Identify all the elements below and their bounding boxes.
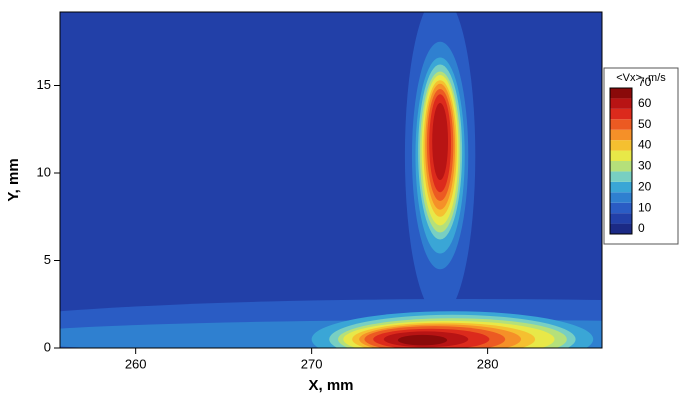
colorbar-tick-label: 40 bbox=[638, 138, 652, 152]
colorbar-band bbox=[610, 119, 632, 130]
colorbar-band bbox=[610, 98, 632, 109]
colorbar-band bbox=[610, 171, 632, 182]
colorbar-tick-label: 10 bbox=[638, 200, 652, 214]
colorbar-band bbox=[610, 161, 632, 172]
x-tick-label: 280 bbox=[477, 356, 499, 371]
y-tick-label: 0 bbox=[44, 339, 51, 354]
y-axis-label: Y, mm bbox=[5, 158, 22, 201]
y-tick-label: 10 bbox=[37, 164, 51, 179]
colorbar-band bbox=[610, 192, 632, 203]
colorbar-band bbox=[610, 202, 632, 214]
colorbar-tick-label: 30 bbox=[638, 159, 652, 173]
contour-region bbox=[397, 334, 448, 346]
contour-region bbox=[432, 103, 449, 180]
colorbar-band bbox=[610, 223, 632, 234]
x-tick-label: 260 bbox=[125, 356, 147, 371]
colorbar-tick-label: 0 bbox=[638, 221, 645, 235]
plot-frame bbox=[59, 11, 603, 349]
field bbox=[60, 12, 602, 348]
colorbar-band bbox=[610, 88, 632, 99]
background-level bbox=[60, 12, 602, 348]
colorbar-tick-label: 20 bbox=[638, 179, 652, 193]
colorbar-tick-label: 60 bbox=[638, 96, 652, 110]
x-tick-label: 270 bbox=[301, 356, 323, 371]
colorbar-band bbox=[610, 213, 632, 224]
colorbar-band bbox=[610, 181, 632, 193]
colorbar-band bbox=[610, 129, 632, 141]
colorbar-frame bbox=[609, 87, 633, 235]
colorbar-band bbox=[610, 150, 632, 161]
x-axis-label: X, mm bbox=[308, 377, 353, 394]
colorbar-band bbox=[610, 108, 632, 120]
y-tick-label: 15 bbox=[37, 77, 51, 92]
colorbar-tick-label: 70 bbox=[638, 75, 652, 89]
y-tick-label: 5 bbox=[44, 252, 51, 267]
colorbar-title: <Vx>, m/s bbox=[616, 72, 666, 84]
colorbar-tick-label: 50 bbox=[638, 117, 652, 131]
colorbar-band bbox=[610, 140, 632, 151]
